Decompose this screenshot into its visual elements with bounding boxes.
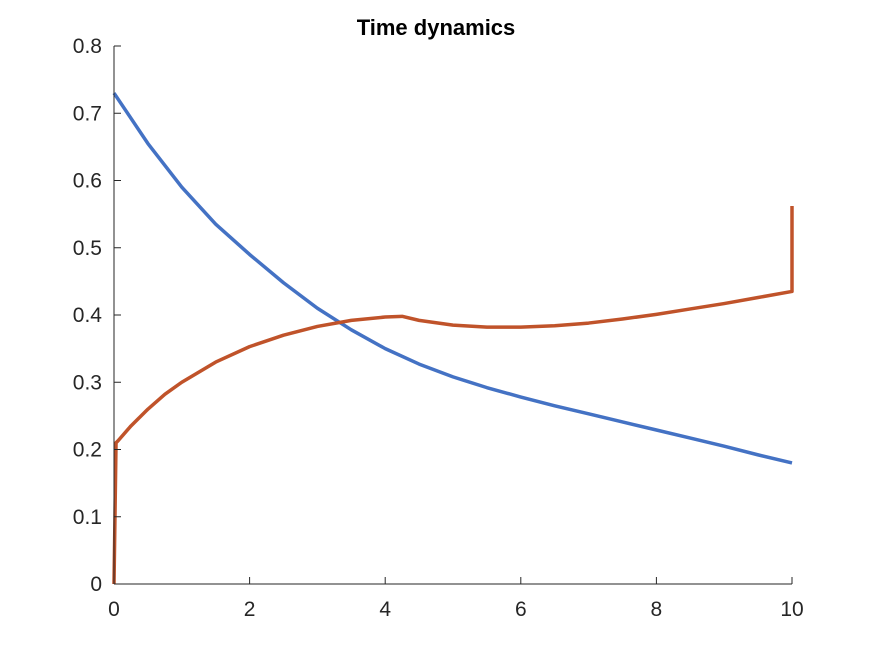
x-tick-label: 2 <box>244 598 256 621</box>
series-layer <box>112 92 794 585</box>
x-tick-label: 10 <box>780 598 803 621</box>
axes <box>113 46 792 585</box>
x-tick-label: 4 <box>379 598 391 621</box>
series-line-1 <box>112 92 793 465</box>
y-tick-label: 0.4 <box>73 304 103 327</box>
y-tick-label: 0.7 <box>73 102 102 125</box>
x-ticks: 0 2 4 6 8 10 <box>108 577 804 621</box>
x-tick-label: 6 <box>515 598 527 621</box>
y-tick-label: 0.2 <box>73 439 102 462</box>
y-tick-label: 0.3 <box>73 371 102 394</box>
series-line-2 <box>112 206 794 585</box>
y-tick-label: 0.8 <box>73 35 102 58</box>
y-tick-label: 0.6 <box>73 170 102 193</box>
chart-title: Time dynamics <box>357 15 516 40</box>
x-tick-label: 0 <box>108 598 120 621</box>
y-tick-label: 0 <box>90 573 102 596</box>
y-tick-label: 0.5 <box>73 237 102 260</box>
y-tick-label: 0.1 <box>73 506 102 529</box>
y-ticks: 0 0.1 0.2 0.3 0.4 0.5 0.6 0.7 0.8 <box>73 35 121 596</box>
x-tick-label: 8 <box>651 598 663 621</box>
